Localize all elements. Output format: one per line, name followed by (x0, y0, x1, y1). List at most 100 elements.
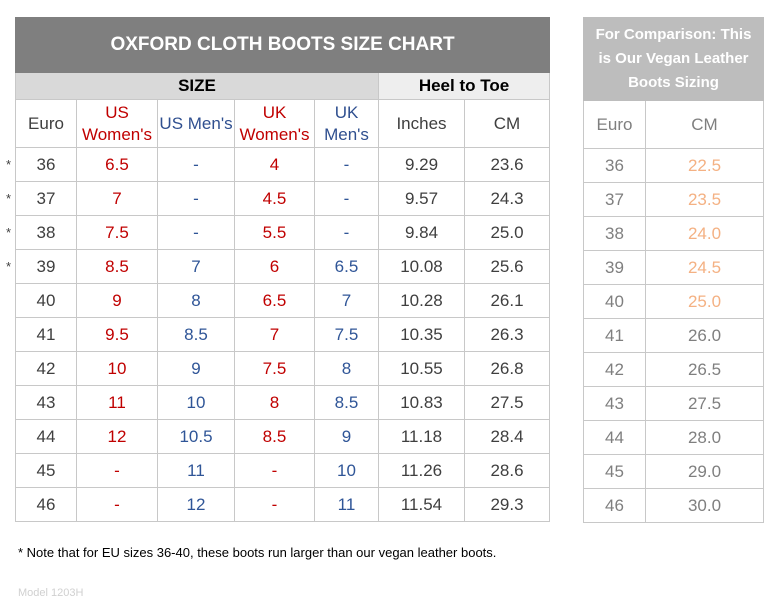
comparison-row: 37 23.5 (583, 182, 764, 217)
uk-womens-cell: 4 (234, 147, 315, 182)
table-row: 36 6.5-4-9.29 23.6 (15, 147, 551, 182)
inches-cell: 10.08 (378, 249, 465, 284)
comparison-cm-cell: 29.0 (645, 454, 764, 489)
cm-cell: 26.3 (463, 317, 551, 352)
uk-womens-cell: - (234, 453, 315, 488)
euro-cell: 38 (15, 215, 77, 250)
cm-column-header: CM (463, 99, 551, 148)
comparison-cm-header: CM (645, 100, 764, 149)
comparison-cm-cell: 25.0 (645, 284, 764, 319)
uk-mens-cell: 11 (314, 487, 379, 522)
inches-cell: 9.57 (378, 181, 465, 216)
model-number: Model 1203H (18, 587, 84, 599)
table-row: 42 10 9 7.5 8 10.55 26.8 (15, 351, 551, 386)
us-womens-cell: 9.5 (76, 317, 158, 352)
cm-cell: 25.0 (463, 215, 551, 250)
uk-womens-cell: 5.5 (234, 215, 315, 250)
table-row: 37 7-4.5-9.57 24.3 (15, 181, 551, 216)
euro-cell: 45 (15, 453, 77, 488)
footnote-star-marker: * (6, 157, 12, 172)
uk-mens-cell: 6.5 (314, 249, 379, 284)
comparison-cm-cell: 26.5 (645, 352, 764, 387)
comparison-cm-cell: 28.0 (645, 420, 764, 455)
comparison-euro-header: Euro (583, 100, 646, 149)
us-womens-cell: 11 (76, 385, 158, 420)
us-mens-cell: 7 (157, 249, 235, 284)
us-mens-cell: 8.5 (157, 317, 235, 352)
cm-cell: 23.6 (463, 147, 551, 182)
comparison-euro-cell: 37 (583, 182, 646, 217)
euro-cell: 42 (15, 351, 77, 386)
comparison-euro-cell: 42 (583, 352, 646, 387)
table-row: 39 8.5 7 6 6.5 10.08 25.6 (15, 249, 551, 284)
comparison-euro-cell: 44 (583, 420, 646, 455)
size-group-header: SIZE (15, 72, 379, 100)
inches-column-header: Inches (378, 99, 465, 148)
uk-mens-cell: 8 (314, 351, 379, 386)
comparison-row: 46 30.0 (583, 488, 764, 523)
inches-cell: 9.84 (378, 215, 465, 250)
euro-cell: 41 (15, 317, 77, 352)
footnote-star-marker: * (6, 225, 12, 240)
us-mens-cell: - (157, 181, 235, 216)
euro-cell: 43 (15, 385, 77, 420)
us-womens-cell: - (76, 487, 158, 522)
table-row: 43 11 10 8 8.5 10.83 27.5 (15, 385, 551, 420)
comparison-euro-cell: 39 (583, 250, 646, 285)
euro-cell: 39 (15, 249, 77, 284)
us-womens-cell: - (76, 453, 158, 488)
comparison-row: 36 22.5 (583, 148, 764, 183)
table-row: 41 9.5 8.5 7 7.5 10.35 26.3 (15, 317, 551, 352)
comparison-euro-cell: 41 (583, 318, 646, 353)
comparison-euro-cell: 46 (583, 488, 646, 523)
uk-womens-cell: - (234, 487, 315, 522)
cm-cell: 27.5 (463, 385, 551, 420)
comparison-row: 39 24.5 (583, 250, 764, 285)
footnote-star-marker: * (6, 259, 12, 274)
us-womens-cell: 7.5 (76, 215, 158, 250)
table-row: 46-12-11 11.54 29.3 (15, 487, 551, 522)
us-womens-cell: 6.5 (76, 147, 158, 182)
uk-mens-cell: - (314, 215, 379, 250)
us-mens-column-header: US Men's (157, 99, 235, 148)
comparison-cm-cell: 24.5 (645, 250, 764, 285)
footnote-star-marker: * (6, 191, 12, 206)
us-mens-cell: - (157, 147, 235, 182)
comparison-euro-cell: 40 (583, 284, 646, 319)
uk-mens-cell: 8.5 (314, 385, 379, 420)
euro-column-header: Euro (15, 99, 77, 148)
us-womens-cell: 12 (76, 419, 158, 454)
uk-womens-cell: 6 (234, 249, 315, 284)
uk-mens-cell: - (314, 147, 379, 182)
table-row: 45-11-10 11.26 28.6 (15, 453, 551, 488)
cm-cell: 28.4 (463, 419, 551, 454)
us-mens-cell: - (157, 215, 235, 250)
cm-cell: 29.3 (463, 487, 551, 522)
uk-womens-cell: 7 (234, 317, 315, 352)
inches-cell: 10.35 (378, 317, 465, 352)
inches-cell: 10.83 (378, 385, 465, 420)
us-mens-cell: 9 (157, 351, 235, 386)
cm-cell: 26.8 (463, 351, 551, 386)
euro-cell: 36 (15, 147, 77, 182)
inches-cell: 11.26 (378, 453, 465, 488)
us-womens-cell: 8.5 (76, 249, 158, 284)
comparison-row: 41 26.0 (583, 318, 764, 353)
uk-womens-cell: 4.5 (234, 181, 315, 216)
inches-cell: 11.18 (378, 419, 465, 454)
inches-cell: 11.54 (378, 487, 465, 522)
comparison-row: 44 28.0 (583, 420, 764, 455)
uk-mens-column-header: UK Men's (314, 99, 379, 148)
euro-cell: 40 (15, 283, 77, 318)
comparison-euro-cell: 45 (583, 454, 646, 489)
footnote: * Note that for EU sizes 36-40, these bo… (18, 545, 497, 560)
euro-cell: 37 (15, 181, 77, 216)
uk-womens-cell: 6.5 (234, 283, 315, 318)
us-mens-cell: 11 (157, 453, 235, 488)
inches-cell: 9.29 (378, 147, 465, 182)
uk-mens-cell: - (314, 181, 379, 216)
comparison-euro-cell: 36 (583, 148, 646, 183)
comparison-row: 43 27.5 (583, 386, 764, 421)
euro-cell: 46 (15, 487, 77, 522)
uk-womens-cell: 8.5 (234, 419, 315, 454)
